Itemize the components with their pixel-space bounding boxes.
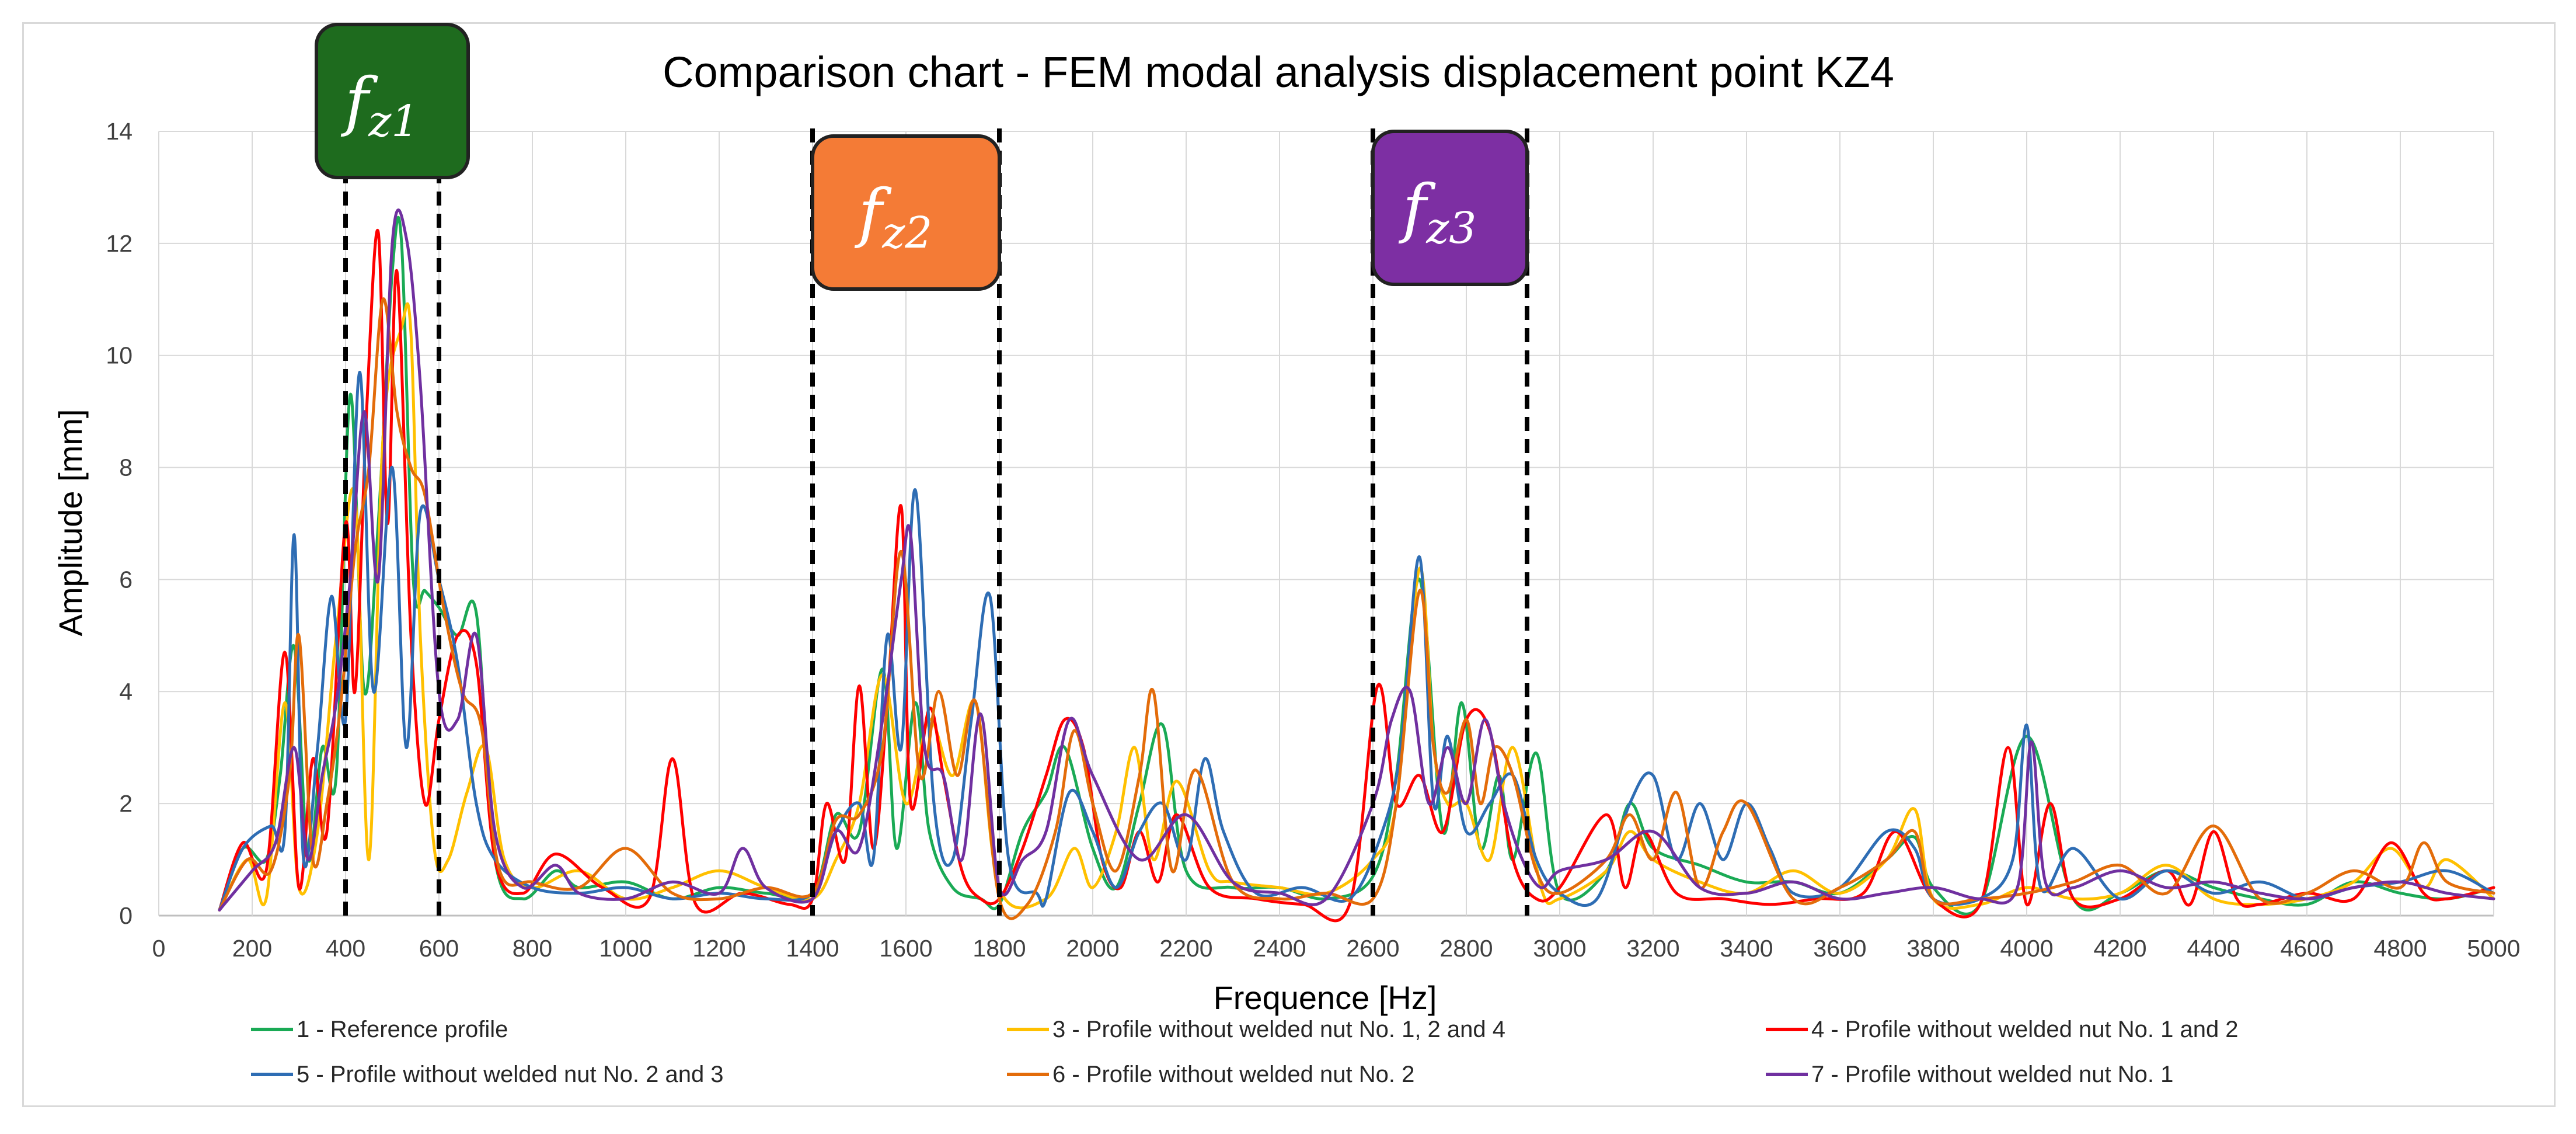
x-tick-label: 4600	[2280, 935, 2333, 962]
band-2-badge	[811, 134, 1001, 291]
band-2-label: fz2	[855, 175, 933, 258]
x-tick-label: 600	[419, 935, 459, 962]
x-axis-title: Frequence [Hz]	[1214, 979, 1437, 1016]
x-tick-label: 1200	[692, 935, 745, 962]
x-tick-label: 200	[232, 935, 272, 962]
x-tick-labels: 0 200 400 600 800 1000 1200 1400 1600 1800 2000 220…	[152, 935, 2521, 962]
x-tick-label: 2600	[1346, 935, 1399, 962]
x-tick-label: 1400	[786, 935, 839, 962]
x-tick-label: 2200	[1159, 935, 1212, 962]
series-line-1	[218, 215, 2495, 916]
x-tick-label: 4800	[2373, 935, 2427, 962]
series-line-3	[218, 229, 2495, 923]
x-tick-label: 1800	[972, 935, 1026, 962]
x-tick-label: 4000	[2000, 935, 2053, 962]
series-lines	[218, 208, 2495, 923]
y-tick-label: 2	[119, 790, 133, 817]
band-3-badge	[1371, 130, 1529, 286]
legend-label-5: 6 - Profile without welded nut No. 2	[1052, 1062, 1414, 1087]
x-tick-label: 5000	[2467, 935, 2520, 962]
series-line-6	[218, 208, 2495, 912]
band-1-badge	[315, 23, 470, 179]
y-tick-label: 6	[119, 566, 133, 593]
legend-label-4: 5 - Profile without welded nut No. 2 and…	[297, 1062, 724, 1087]
y-axis-title: Amplitude [mm]	[52, 409, 89, 636]
legend-label-1: 1 - Reference profile	[297, 1017, 508, 1042]
chart-frame	[22, 22, 2556, 1107]
series-line-5	[218, 297, 2495, 920]
x-tick-label: 4400	[2187, 935, 2240, 962]
chart-title: Comparison chart - FEM modal analysis di…	[663, 48, 1894, 96]
x-tick-label: 1000	[599, 935, 652, 962]
x-tick-label: 3800	[1906, 935, 1960, 962]
y-tick-labels: 0 2 4 6 8 10 12 14	[106, 118, 133, 929]
y-tick-label: 4	[119, 678, 133, 705]
series-line-4	[218, 370, 2495, 912]
y-tick-label: 10	[106, 342, 133, 369]
y-tick-label: 8	[119, 454, 133, 481]
x-tick-label: 0	[152, 935, 166, 962]
x-tick-label: 3400	[1720, 935, 1773, 962]
legend: 1 - Reference profile 3 - Profile without…	[251, 1017, 2239, 1087]
band-2-subscript: z2	[881, 208, 932, 258]
x-tick-label: 800	[513, 935, 552, 962]
y-tick-label: 12	[106, 230, 133, 257]
x-tick-label: 3000	[1533, 935, 1586, 962]
grid	[158, 131, 2494, 917]
x-tick-label: 2000	[1066, 935, 1119, 962]
legend-label-2: 3 - Profile without welded nut No. 1, 2 …	[1052, 1017, 1505, 1042]
x-tick-label: 4200	[2093, 935, 2146, 962]
legend-label-3: 4 - Profile without welded nut No. 1 and…	[1811, 1017, 2239, 1042]
y-tick-label: 0	[119, 902, 133, 929]
series-line-2	[218, 302, 2495, 912]
legend-label-6: 7 - Profile without welded nut No. 1	[1811, 1062, 2173, 1087]
band-3-subscript: z3	[1425, 203, 1476, 253]
band-1-subscript: z1	[368, 96, 419, 147]
y-tick-label: 14	[106, 118, 133, 145]
x-tick-label: 3200	[1626, 935, 1679, 962]
x-tick-label: 2800	[1439, 935, 1493, 962]
x-tick-label: 2400	[1253, 935, 1306, 962]
x-tick-label: 1600	[879, 935, 932, 962]
x-tick-label: 400	[326, 935, 365, 962]
x-tick-label: 3600	[1813, 935, 1866, 962]
